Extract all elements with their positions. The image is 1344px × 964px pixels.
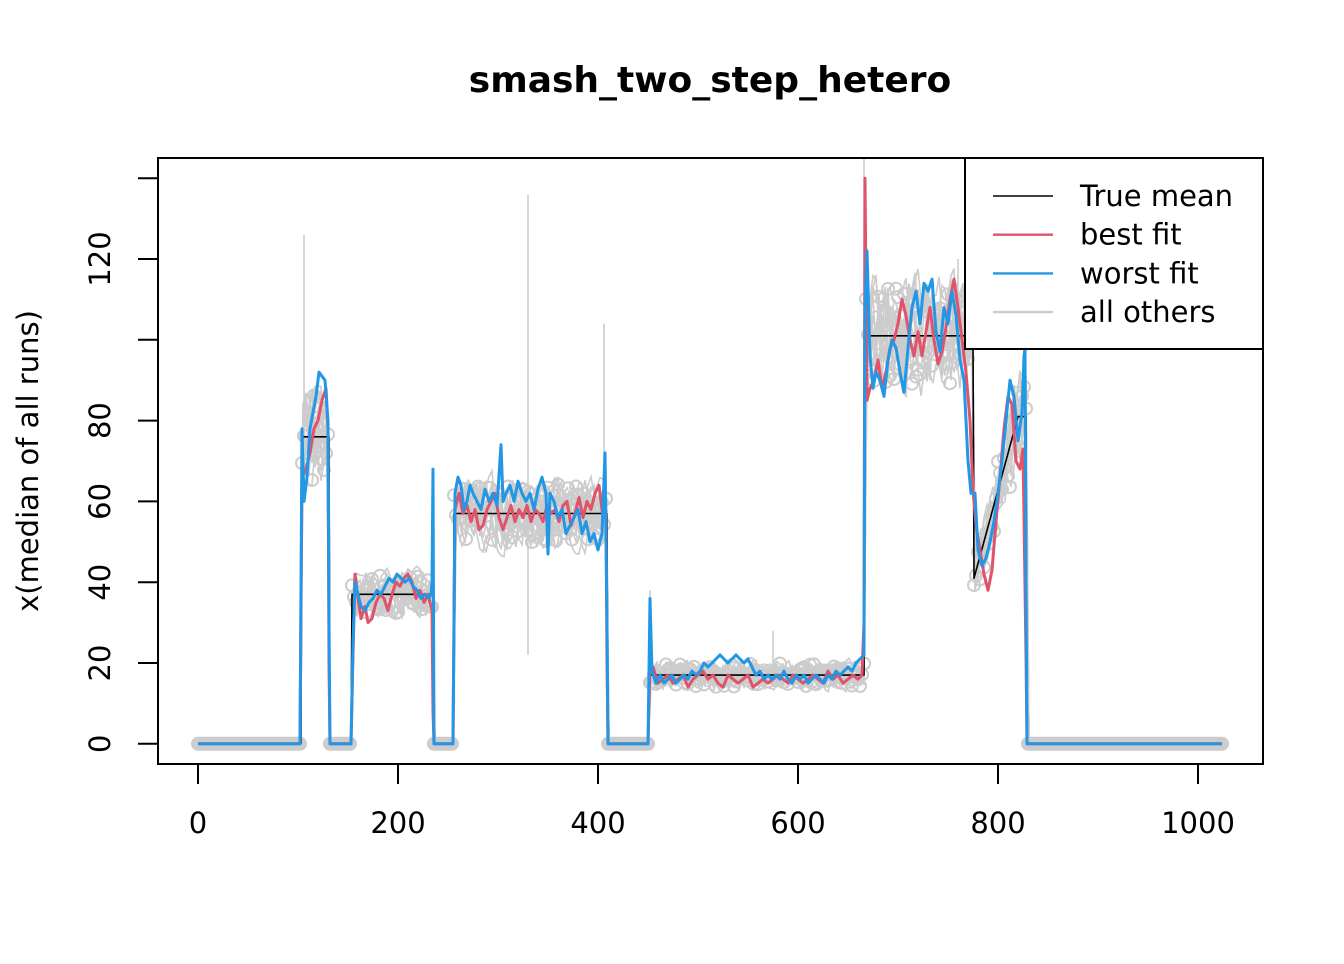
y-axis-label: x(median of all runs)	[11, 310, 45, 612]
other-run-point	[875, 292, 889, 307]
other-run-point	[317, 462, 331, 477]
other-run-point	[565, 532, 579, 547]
series-line-worst-fit	[198, 249, 1222, 746]
other-run-point	[413, 574, 427, 589]
other-run-point	[485, 532, 499, 547]
x-axis: 0 200 400 600 800 1000	[189, 763, 1235, 840]
other-run-point	[717, 678, 731, 693]
other-run-point	[897, 287, 911, 301]
x-tick-label: 400	[570, 806, 625, 840]
other-run-point	[549, 533, 563, 548]
legend: True mean best fit worst fit all others	[964, 157, 1264, 350]
y-axis: 0 20 40 60 80 120	[83, 177, 159, 753]
other-run-point	[459, 532, 473, 546]
other-run-point	[925, 358, 939, 373]
y-tick-label: 60	[83, 483, 117, 520]
x-tick-label: 1000	[1161, 806, 1235, 840]
series-line-best-fit	[198, 176, 1222, 746]
other-run-point	[913, 367, 927, 382]
other-run-point	[569, 479, 583, 494]
legend-label: all others	[1080, 295, 1215, 329]
x-tick-label: 800	[970, 806, 1025, 840]
other-run-point	[319, 446, 333, 461]
x-tick-label: 0	[189, 806, 207, 840]
other-run-point	[511, 524, 525, 539]
y-tick-label: 120	[83, 231, 117, 286]
y-tick-label: 80	[83, 402, 117, 439]
x-tick-label: 200	[370, 806, 425, 840]
y-tick-label: 40	[83, 564, 117, 601]
legend-label: True mean	[1079, 179, 1233, 213]
other-run-point	[881, 281, 895, 296]
series-layer	[198, 176, 1222, 746]
other-run-point	[371, 602, 385, 617]
other-run-point	[873, 347, 887, 362]
other-run-point	[773, 656, 787, 671]
y-tick-label: 0	[83, 735, 117, 753]
chart-title: smash_two_step_hetero	[469, 60, 951, 101]
other-run-point	[961, 351, 975, 366]
other-run-point	[995, 482, 1009, 497]
legend-box	[964, 157, 1264, 350]
y-tick-label: 20	[83, 645, 117, 682]
x-tick-label: 600	[770, 806, 825, 840]
other-run-point	[415, 602, 429, 617]
other-run-point	[391, 605, 405, 619]
legend-label: best fit	[1080, 218, 1182, 252]
legend-label: worst fit	[1080, 256, 1199, 290]
other-run-point	[365, 572, 379, 587]
other-run-point	[1003, 480, 1017, 494]
other-run-point	[943, 376, 957, 391]
